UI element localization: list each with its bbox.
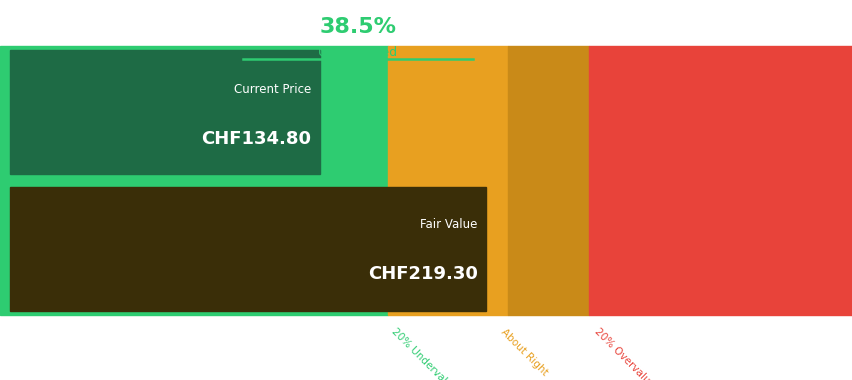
Bar [588,46,852,315]
Bar [10,50,320,174]
Bar [507,46,588,315]
Text: 20% Undervalued: 20% Undervalued [389,327,462,380]
Bar [388,46,507,315]
Text: About Right: About Right [498,327,549,377]
Bar [10,187,486,311]
Bar [0,46,388,315]
Text: CHF134.80: CHF134.80 [201,130,311,148]
Text: Fair Value: Fair Value [420,218,477,231]
Text: Undervalued: Undervalued [318,46,398,59]
Text: Current Price: Current Price [233,83,311,96]
Text: 38.5%: 38.5% [320,17,396,37]
Text: CHF219.30: CHF219.30 [367,265,477,283]
Text: 20% Overvalued: 20% Overvalued [592,327,660,380]
